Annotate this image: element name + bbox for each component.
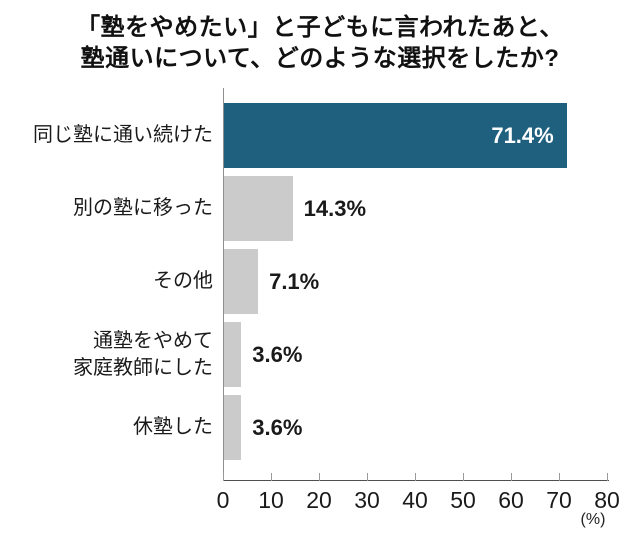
x-axis-tick [223, 473, 224, 481]
value-label: 3.6% [252, 341, 303, 367]
x-axis-tick [559, 473, 560, 481]
bar-row: 同じ塾に通い続けた 71.4% [0, 103, 640, 168]
value-label: 7.1% [269, 268, 320, 294]
bar [224, 322, 242, 387]
x-axis-tick-label: 60 [498, 487, 524, 513]
category-label: 別の塾に移った [73, 197, 213, 219]
bar: 71.4% [224, 103, 567, 168]
value-label: 3.6% [252, 414, 303, 440]
x-axis-tick-label: 40 [402, 487, 428, 513]
plot-area: 同じ塾に通い続けた 71.4% 別の塾に移った 14.3% その他 7.1% 通塾をやめて … [0, 88, 640, 480]
x-axis: 0 10 20 30 40 50 60 70 80 (%) [217, 473, 620, 528]
bar-row: 別の塾に移った 14.3% [0, 176, 640, 241]
x-axis-tick-label: 70 [546, 487, 572, 513]
value-label: 71.4% [491, 122, 554, 148]
category-label: 同じ塾に通い続けた [33, 124, 213, 146]
bar-row: 通塾をやめて 家庭教師にした 3.6% [0, 322, 640, 387]
x-axis-tick [463, 473, 464, 481]
x-axis-tick-label: 0 [216, 487, 230, 513]
bar-row: 休塾した 3.6% [0, 395, 640, 460]
category-label: 休塾した [133, 416, 213, 438]
x-axis-unit-label: (%) [580, 511, 606, 528]
x-axis-tick [415, 473, 416, 481]
chart-title: 「塾をやめたい」と子どもに言われたあと、 塾通いについて、どのような選択をしたか… [76, 14, 564, 72]
x-axis-tick [607, 473, 608, 481]
category-label: その他 [153, 270, 213, 292]
bar-row: その他 7.1% [0, 249, 640, 314]
bar [224, 176, 293, 241]
bar [224, 395, 242, 460]
category-label: 通塾をやめて 家庭教師にした [73, 329, 213, 379]
x-axis-tick-label: 20 [306, 487, 332, 513]
x-axis-tick-label: 10 [258, 487, 284, 513]
x-axis-tick [319, 473, 320, 481]
x-axis-tick-label: 80 [594, 487, 620, 513]
value-label: 14.3% [303, 195, 367, 221]
x-axis-tick-label: 30 [354, 487, 380, 513]
x-axis-tick [271, 473, 272, 481]
x-axis-tick [511, 473, 512, 481]
bar [224, 249, 259, 314]
x-axis-tick-label: 50 [450, 487, 476, 513]
y-axis-line [223, 88, 224, 480]
x-axis-tick [367, 473, 368, 481]
